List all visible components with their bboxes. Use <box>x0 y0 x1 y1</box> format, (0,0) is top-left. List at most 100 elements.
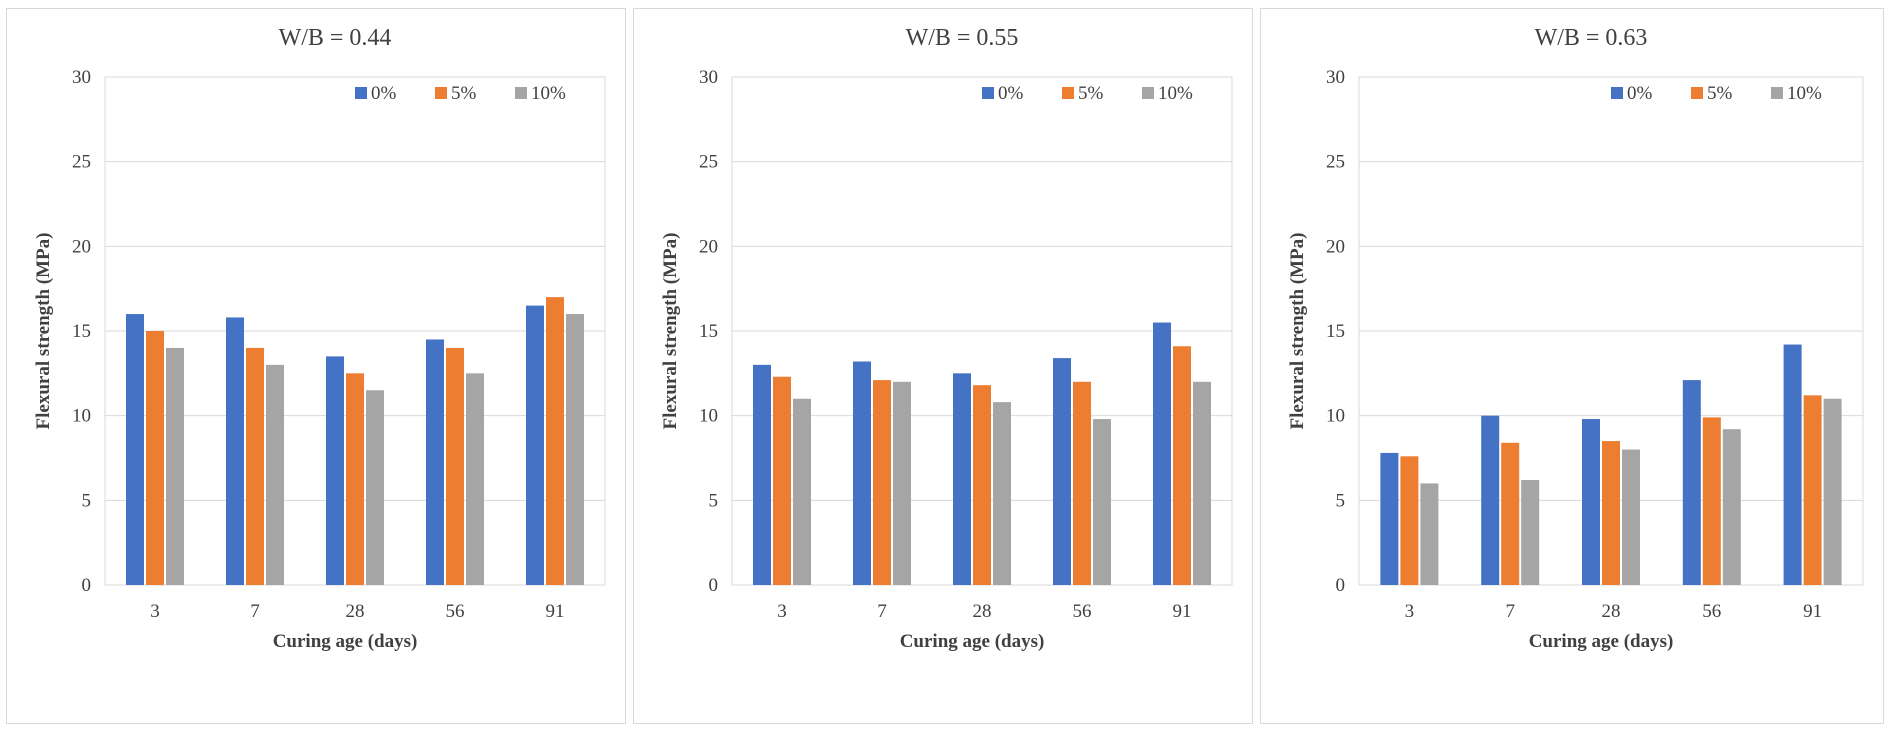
y-tick-label: 0 <box>709 575 719 596</box>
bar <box>466 373 484 585</box>
y-tick-label: 5 <box>709 490 719 511</box>
x-tick-label: 28 <box>973 601 992 622</box>
x-tick-label: 56 <box>446 601 465 622</box>
bar <box>1073 381 1091 585</box>
bar-chart: W/B = 0.44 0 5 10 15 20 25 30 3 7 28 56 91 Curing age… <box>33 25 606 652</box>
y-tick-label: 25 <box>699 152 718 173</box>
legend-label: 10% <box>1158 83 1193 104</box>
bar <box>346 373 364 585</box>
x-tick-label: 7 <box>877 601 887 622</box>
y-tick-label: 20 <box>699 236 718 257</box>
bar <box>326 356 344 585</box>
bar <box>1682 380 1701 585</box>
bar <box>126 314 144 585</box>
bar <box>893 381 911 585</box>
bar <box>566 314 584 585</box>
x-tick-label: 7 <box>250 601 260 622</box>
legend-swatch <box>355 87 367 99</box>
bar <box>1783 344 1802 585</box>
x-tick-label: 91 <box>1803 601 1822 622</box>
bar <box>973 385 991 585</box>
y-axis-label: Flexural strength (MPa) <box>33 233 54 430</box>
y-axis-label: Flexural strength (MPa) <box>1287 233 1308 430</box>
y-tick-label: 15 <box>1326 321 1345 342</box>
y-tick-label: 0 <box>1336 575 1346 596</box>
y-axis-label: Flexural strength (MPa) <box>660 233 681 430</box>
y-tick-label: 0 <box>82 575 92 596</box>
bar <box>1823 398 1842 585</box>
x-tick-label: 28 <box>1602 601 1621 622</box>
x-tick-label: 3 <box>1405 601 1415 622</box>
legend-label: 5% <box>451 83 477 104</box>
x-tick-label: 56 <box>1073 601 1092 622</box>
y-tick-label: 15 <box>72 321 91 342</box>
bar <box>873 380 891 585</box>
bar <box>1481 415 1500 585</box>
x-tick-label: 7 <box>1505 601 1515 622</box>
bar <box>1582 419 1600 585</box>
y-tick-label: 30 <box>699 67 718 88</box>
x-tick-label: 3 <box>777 601 787 622</box>
bar <box>1380 452 1399 585</box>
legend-swatch <box>1691 87 1703 99</box>
bar <box>166 347 184 585</box>
bar <box>1053 358 1071 585</box>
y-tick-label: 30 <box>72 67 91 88</box>
bar <box>993 402 1011 585</box>
bar <box>546 297 564 585</box>
legend-label: 5% <box>1078 83 1104 104</box>
x-axis-label: Curing age (days) <box>273 631 418 652</box>
legend-swatch <box>1611 87 1623 99</box>
y-tick-label: 5 <box>82 490 92 511</box>
bar <box>226 317 244 585</box>
y-tick-label: 20 <box>1326 236 1345 257</box>
legend-label: 0% <box>371 83 397 104</box>
x-axis-label: Curing age (days) <box>900 631 1045 652</box>
legend-swatch <box>1771 87 1783 99</box>
bar <box>753 364 771 585</box>
x-tick-label: 28 <box>346 601 365 622</box>
legend-swatch <box>1142 87 1154 99</box>
bar <box>1420 483 1439 585</box>
bar <box>793 398 811 585</box>
bar <box>246 347 264 585</box>
chart-title: W/B = 0.44 <box>279 25 392 51</box>
bar <box>426 339 444 585</box>
bar <box>446 347 464 585</box>
chart-panel-wb-055: W/B = 0.55 0 5 10 15 20 25 30 3 7 28 56 91 Curing age… <box>633 8 1253 724</box>
y-tick-label: 25 <box>1326 152 1345 173</box>
bar <box>366 390 384 585</box>
y-tick-label: 5 <box>1336 490 1346 511</box>
x-tick-label: 91 <box>1173 601 1192 622</box>
bar <box>1803 395 1822 585</box>
bar <box>1722 429 1741 585</box>
x-axis-label: Curing age (days) <box>1529 631 1674 652</box>
bar <box>1602 441 1620 585</box>
bar <box>1622 449 1640 585</box>
chart-title: W/B = 0.55 <box>906 25 1019 51</box>
bar <box>146 331 164 585</box>
y-tick-label: 15 <box>699 321 718 342</box>
y-tick-label: 25 <box>72 152 91 173</box>
legend-label: 0% <box>998 83 1024 104</box>
chart-panel-wb-063: W/B = 0.63 0 5 10 15 20 25 30 3 7 28 56 91 Curing age… <box>1260 8 1884 724</box>
bar <box>1153 322 1171 585</box>
x-tick-label: 91 <box>546 601 565 622</box>
bar <box>526 305 544 585</box>
bar <box>266 364 284 585</box>
bar <box>1193 381 1211 585</box>
legend-swatch <box>435 87 447 99</box>
y-tick-label: 10 <box>699 406 718 427</box>
legend-label: 10% <box>531 83 566 104</box>
legend-swatch <box>1062 87 1074 99</box>
legend-swatch <box>515 87 527 99</box>
bar <box>1173 346 1191 585</box>
chart-title: W/B = 0.63 <box>1535 25 1648 51</box>
bar <box>1702 417 1721 585</box>
legend-label: 5% <box>1707 83 1733 104</box>
chart-panel-wb-044: W/B = 0.44 0 5 10 15 20 25 30 3 7 28 56 91 Curing age… <box>6 8 626 724</box>
x-tick-label: 3 <box>150 601 160 622</box>
y-tick-label: 10 <box>1326 406 1345 427</box>
y-tick-label: 20 <box>72 236 91 257</box>
bar <box>773 376 791 585</box>
